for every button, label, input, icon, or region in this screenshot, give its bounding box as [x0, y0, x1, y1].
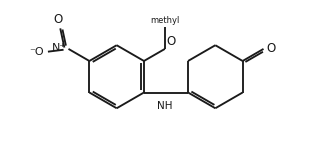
- Text: N⁺: N⁺: [52, 43, 66, 53]
- Text: O: O: [53, 13, 62, 26]
- Text: methyl: methyl: [151, 16, 180, 25]
- Text: O: O: [267, 42, 276, 55]
- Text: NH: NH: [157, 101, 172, 111]
- Text: ⁻O: ⁻O: [29, 47, 44, 57]
- Text: O: O: [166, 35, 176, 48]
